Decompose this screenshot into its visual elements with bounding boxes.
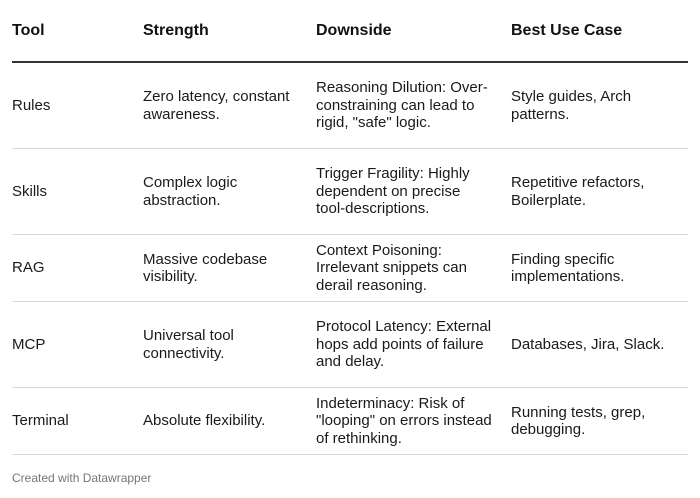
cell-strength: Universal tool connectivity. (143, 301, 316, 388)
table-row: Terminal Absolute flexibility. Indetermi… (12, 387, 688, 455)
cell-tool: RAG (12, 234, 143, 302)
cell-downside: Context Poisoning: Irrelevant snippets c… (316, 234, 511, 302)
cell-downside: Reasoning Dilution: Over-constraining ca… (316, 62, 511, 149)
header-row: Tool Strength Downside Best Use Case (12, 0, 688, 63)
cell-downside: Trigger Fragility: Highly dependent on p… (316, 148, 511, 235)
comparison-table: Tool Strength Downside Best Use Case Rul… (12, 0, 688, 455)
datawrapper-credit: Created with Datawrapper (12, 471, 152, 485)
cell-tool: Rules (12, 62, 143, 149)
header-strength: Strength (143, 0, 316, 63)
header-downside: Downside (316, 0, 511, 63)
cell-best-use-case: Style guides, Arch patterns. (511, 62, 688, 149)
cell-tool: MCP (12, 301, 143, 388)
cell-strength: Absolute flexibility. (143, 387, 316, 455)
cell-strength: Complex logic abstraction. (143, 148, 316, 235)
table-body: Rules Zero latency, constant awareness. … (12, 62, 688, 455)
cell-downside: Protocol Latency: External hops add poin… (316, 301, 511, 388)
header-best-use-case: Best Use Case (511, 0, 688, 63)
cell-downside: Indeterminacy: Risk of "looping" on erro… (316, 387, 511, 455)
cell-tool: Skills (12, 148, 143, 235)
cell-best-use-case: Finding specific implementations. (511, 234, 688, 302)
table-row: Rules Zero latency, constant awareness. … (12, 62, 688, 149)
table-row: Skills Complex logic abstraction. Trigge… (12, 148, 688, 235)
comparison-table-container: Tool Strength Downside Best Use Case Rul… (12, 0, 688, 455)
cell-best-use-case: Databases, Jira, Slack. (511, 301, 688, 388)
cell-tool: Terminal (12, 387, 143, 455)
cell-best-use-case: Repetitive refactors, Boilerplate. (511, 148, 688, 235)
cell-best-use-case: Running tests, grep, debugging. (511, 387, 688, 455)
cell-strength: Zero latency, constant awareness. (143, 62, 316, 149)
table-row: MCP Universal tool connectivity. Protoco… (12, 301, 688, 388)
header-tool: Tool (12, 0, 143, 63)
cell-strength: Massive codebase visibility. (143, 234, 316, 302)
table-row: RAG Massive codebase visibility. Context… (12, 234, 688, 302)
table-header: Tool Strength Downside Best Use Case (12, 0, 688, 63)
